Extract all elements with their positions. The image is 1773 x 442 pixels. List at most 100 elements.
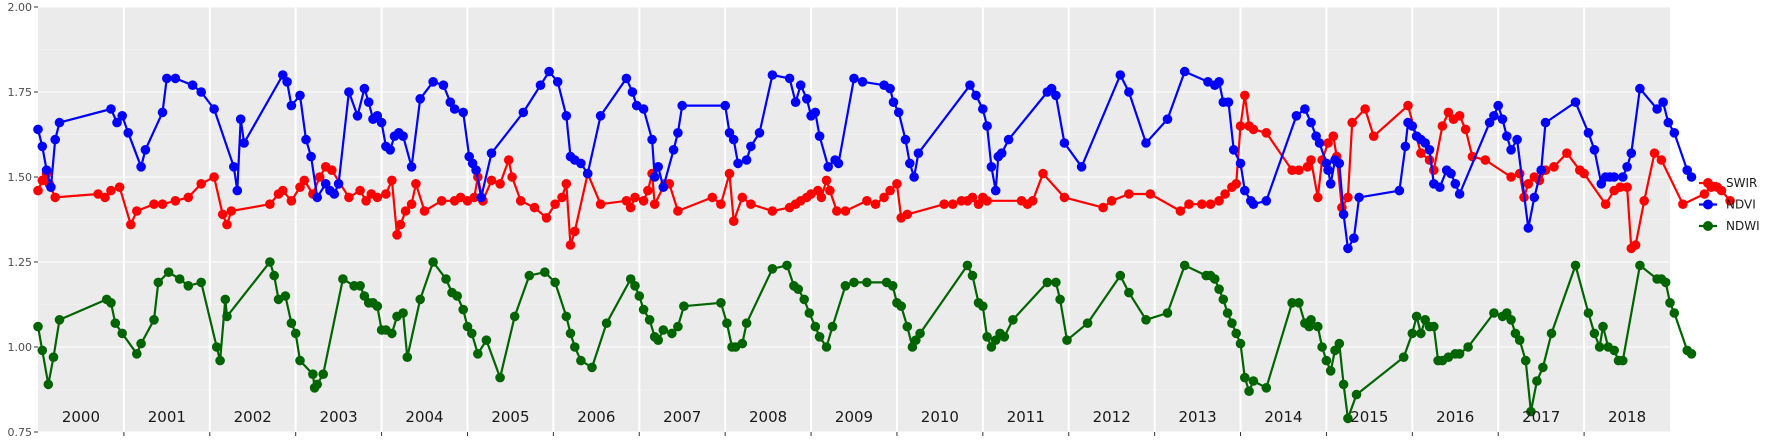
data-point-ndwi — [1343, 413, 1353, 424]
data-point-ndvi — [885, 83, 895, 94]
data-point-ndvi — [41, 165, 52, 175]
data-point-swir — [1416, 148, 1426, 158]
data-point-ndwi — [540, 267, 550, 278]
data-point-ndvi — [849, 73, 859, 84]
data-point-ndvi — [833, 158, 844, 169]
data-point-ndwi — [1124, 287, 1134, 298]
year-label: 2018 — [1608, 408, 1646, 426]
data-point-ndvi — [1489, 111, 1499, 121]
legend-key-point — [1703, 199, 1713, 210]
data-point-swir — [1622, 182, 1632, 192]
data-point-ndvi — [1223, 97, 1234, 107]
data-point-swir — [381, 189, 391, 199]
data-point-ndvi — [1583, 128, 1594, 138]
data-point-ndwi — [658, 325, 669, 335]
data-point-ndvi — [1529, 192, 1540, 203]
data-point-ndvi — [1618, 172, 1628, 182]
data-point-ndvi — [1314, 138, 1325, 148]
year-label: 2015 — [1350, 408, 1388, 426]
data-point-ndwi — [673, 321, 683, 332]
data-point-ndvi — [301, 134, 311, 145]
data-point-ndvi — [857, 77, 868, 87]
data-point-ndvi — [733, 158, 743, 169]
series-ndwi — [33, 257, 1697, 424]
data-point-swir — [1197, 199, 1207, 209]
data-point-ndvi — [746, 141, 756, 152]
data-point-swir — [724, 168, 735, 179]
data-point-ndvi — [1334, 158, 1345, 169]
data-point-ndvi — [1235, 158, 1246, 169]
data-point-swir — [1294, 165, 1304, 175]
data-point-ndvi — [1141, 138, 1151, 148]
data-point-ndwi — [767, 264, 778, 274]
data-point-ndvi — [385, 145, 396, 155]
data-point-ndvi — [823, 162, 833, 172]
data-point-swir — [1699, 189, 1710, 199]
data-point-swir — [406, 199, 417, 209]
data-point-swir — [1323, 138, 1333, 148]
data-point-swir — [149, 199, 159, 209]
data-point-ndwi — [1214, 284, 1224, 295]
data-point-swir — [1214, 196, 1224, 206]
data-point-ndvi — [913, 148, 924, 158]
data-point-ndvi — [518, 107, 529, 118]
year-label: 2004 — [405, 408, 443, 426]
data-point-swir — [33, 185, 43, 196]
data-point-ndwi — [1463, 342, 1473, 352]
data-point-swir — [649, 199, 660, 209]
data-point-ndwi — [280, 291, 291, 301]
data-point-ndvi — [986, 162, 997, 172]
data-point-ndwi — [1520, 355, 1531, 366]
data-point-ndvi — [978, 104, 988, 114]
data-point-ndwi — [799, 294, 809, 305]
data-point-ndvi — [157, 107, 168, 118]
data-point-ndwi — [452, 291, 463, 301]
data-point-ndvi — [1652, 104, 1662, 114]
data-point-ndwi — [37, 345, 48, 356]
data-point-ndwi — [1398, 352, 1409, 363]
data-point-swir — [541, 213, 552, 223]
data-point-ndwi — [1489, 308, 1499, 318]
year-label: 2000 — [62, 408, 100, 426]
data-point-swir — [507, 172, 517, 182]
data-point-swir — [170, 196, 181, 206]
data-point-ndwi — [117, 328, 127, 339]
data-point-ndwi — [587, 362, 597, 373]
data-point-swir — [1443, 107, 1454, 118]
data-point-ndwi — [644, 315, 655, 325]
data-point-ndwi — [215, 355, 225, 366]
data-point-swir — [1639, 196, 1649, 206]
data-point-swir — [939, 199, 949, 209]
series-swir — [33, 90, 1735, 254]
data-point-swir — [716, 199, 726, 209]
data-point-ndwi — [1686, 349, 1697, 359]
data-point-swir — [126, 219, 136, 230]
data-point-ndvi — [1686, 172, 1697, 182]
data-point-ndvi — [359, 83, 370, 94]
data-point-ndvi — [1663, 117, 1674, 128]
data-point-ndvi — [784, 73, 795, 84]
data-point-ndvi — [1248, 199, 1259, 209]
data-point-swir — [885, 185, 895, 196]
data-point-ndvi — [1051, 90, 1061, 101]
data-point-ndvi — [1291, 111, 1302, 121]
data-point-swir — [1523, 179, 1534, 189]
data-point-ndvi — [802, 94, 812, 104]
data-point-ndvi — [1502, 131, 1512, 141]
data-point-ndvi — [209, 104, 219, 114]
data-point-ndvi — [1512, 134, 1522, 145]
data-point-ndvi — [232, 185, 243, 196]
data-point-ndvi — [893, 107, 904, 118]
data-point-swir — [982, 196, 992, 206]
data-point-swir — [1235, 121, 1246, 131]
data-point-ndvi — [282, 77, 292, 87]
data-point-swir — [1220, 189, 1230, 199]
data-point-ndwi — [1210, 274, 1220, 284]
data-point-ndwi — [1598, 321, 1608, 332]
data-point-ndwi — [978, 301, 988, 312]
data-point-ndvi — [1003, 134, 1014, 145]
data-point-ndwi — [1051, 277, 1061, 288]
data-point-ndwi — [132, 349, 142, 359]
data-point-ndvi — [1446, 168, 1456, 179]
